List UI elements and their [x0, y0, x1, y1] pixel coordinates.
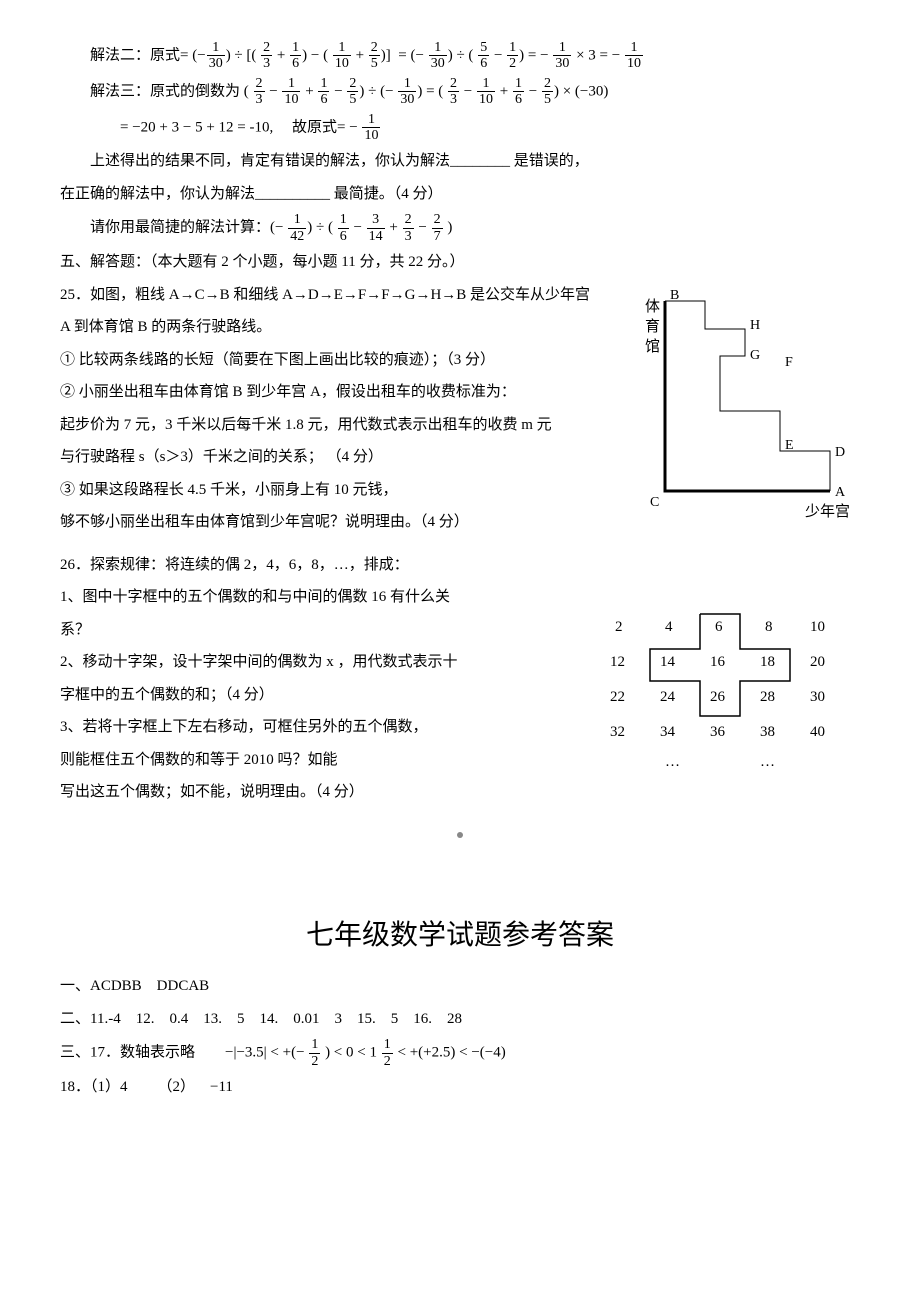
svg-text:20: 20: [810, 654, 825, 670]
svg-text:30: 30: [810, 689, 825, 705]
q25-l2: A 到体育馆 B 的两条行驶路线。: [60, 313, 630, 342]
svg-text:26: 26: [710, 689, 726, 705]
svg-text:36: 36: [710, 724, 726, 740]
q26-l1: 26．探索规律：将连续的偶 2，4，6，8，…，排成：: [60, 551, 580, 580]
q26-l5: 则能框住五个偶数的和等于 2010 吗？如能: [60, 746, 580, 775]
svg-text:2: 2: [615, 619, 623, 635]
label-b: B: [670, 288, 679, 303]
label-g: G: [750, 348, 760, 363]
label-f: F: [785, 355, 793, 370]
section-5-title: 五、解答题：（本大题有 2 个小题，每小题 11 分，共 22 分。）: [60, 248, 860, 277]
q25-l7: ③ 如果这段路程长 4.5 千米，小丽身上有 10 元钱，: [60, 476, 630, 505]
svg-text:12: 12: [610, 654, 625, 670]
ans-3: 三、17．数轴表示略 −|−3.5| < +(− 12 ) < 0 < 1 12…: [60, 1037, 860, 1069]
ans-1: 一、ACDBB DDCAB: [60, 972, 860, 1001]
solution-2: 解法二：原式= (−130) ÷ [( 23 + 16) − ( 110 + 2…: [60, 40, 860, 72]
q25-l6: 与行驶路程 s（s＞3）千米之间的关系； （4 分）: [60, 443, 630, 472]
question-wrong: 上述得出的结果不同，肯定有错误的解法，你认为解法________ 是错误的，: [60, 147, 860, 176]
svg-text:40: 40: [810, 724, 825, 740]
thin-route: [665, 301, 830, 491]
ans-4: 18．（1）4 （2） −11: [60, 1073, 860, 1102]
ans-2: 二、11.-4 12. 0.4 13. 5 14. 0.01 3 15. 5 1…: [60, 1005, 860, 1034]
q25-l1: 25．如图，粗线 A→C→B 和细线 A→D→E→F→F→G→H→B 是公交车从…: [60, 281, 630, 310]
q25-l5: 起步价为 7 元，3 千米以后每千米 1.8 元，用代数式表示出租车的收费 m …: [60, 411, 630, 440]
solution-3-line1: 解法三：原式的倒数为 ( 23 − 110 + 16 − 25) ÷ (− 13…: [60, 76, 860, 108]
label-c: C: [650, 495, 659, 510]
sol3-final: 故原式= −: [292, 119, 358, 135]
svg-text:24: 24: [660, 689, 676, 705]
svg-text:8: 8: [765, 619, 773, 635]
answer-title: 七年级数学试题参考答案: [60, 909, 860, 962]
number-grid: 2 4 6 8 10 12 14 16 18 20 22 24 26 28 30…: [600, 611, 860, 791]
svg-text:馆: 馆: [645, 338, 660, 355]
q26-l3a: 2、移动十字架，设十字架中间的偶数为 x ，用代数式表示十: [60, 648, 580, 677]
svg-text:22: 22: [610, 689, 625, 705]
q26-l4: 3、若将十字框上下左右移动，可框住另外的五个偶数，: [60, 713, 580, 742]
bus-route-diagram: 体 育 馆 B H G F E D C A 少年宫: [630, 281, 860, 531]
q25-l4: ② 小丽坐出租车由体育馆 B 到少年宫 A，假设出租车的收费标准为：: [60, 378, 630, 407]
label-shaoniangong: 少年宫: [805, 503, 850, 520]
solution-3-line2: = −20 + 3 − 5 + 12 = -10, 故原式= − 110: [60, 112, 860, 144]
svg-text:28: 28: [760, 689, 775, 705]
label-a: A: [835, 485, 846, 500]
svg-text:10: 10: [810, 619, 825, 635]
svg-text:14: 14: [660, 654, 676, 670]
svg-text:34: 34: [660, 724, 676, 740]
q25-row: 25．如图，粗线 A→C→B 和细线 A→D→E→F→F→G→H→B 是公交车从…: [60, 281, 860, 541]
svg-text:38: 38: [760, 724, 775, 740]
svg-text:16: 16: [710, 654, 726, 670]
q26-l3b: 字框中的五个偶数的和；（4 分）: [60, 681, 580, 710]
label-tiyuguan: 体: [645, 298, 660, 315]
question-best: 在正确的解法中，你认为解法__________ 最简捷。（4 分）: [60, 180, 860, 209]
q26-l2b: 系？: [60, 616, 580, 645]
sol3-prefix: 解法三：原式的倒数为 (: [90, 83, 249, 99]
question-calc: 请你用最简捷的解法计算：(− 142) ÷ ( 16 − 314 + 23 − …: [60, 212, 860, 244]
q25-l8: 够不够小丽坐出租车由体育馆到少年宫呢？说明理由。（4 分）: [60, 508, 630, 537]
label-d: D: [835, 445, 845, 460]
svg-text:…: …: [665, 754, 680, 770]
svg-text:32: 32: [610, 724, 625, 740]
thick-route: [665, 301, 830, 491]
svg-text:6: 6: [715, 619, 723, 635]
page-marker: [60, 821, 860, 850]
svg-text:…: …: [760, 754, 775, 770]
sol2-prefix: 解法二：原式=: [90, 47, 188, 63]
label-h: H: [750, 318, 760, 333]
svg-text:4: 4: [665, 619, 673, 635]
svg-text:育: 育: [645, 318, 660, 335]
q26-l6: 写出这五个偶数；如不能，说明理由。（4 分）: [60, 778, 580, 807]
svg-text:18: 18: [760, 654, 775, 670]
label-e: E: [785, 438, 794, 453]
q25-l3: ① 比较两条线路的长短（简要在下图上画出比较的痕迹）；（3 分）: [60, 346, 630, 375]
sol3-calc: = −20 + 3 − 5 + 12 = -10,: [120, 119, 273, 135]
q26-l2a: 1、图中十字框中的五个偶数的和与中间的偶数 16 有什么关: [60, 583, 580, 612]
q26-row: 26．探索规律：将连续的偶 2，4，6，8，…，排成： 1、图中十字框中的五个偶…: [60, 551, 860, 811]
